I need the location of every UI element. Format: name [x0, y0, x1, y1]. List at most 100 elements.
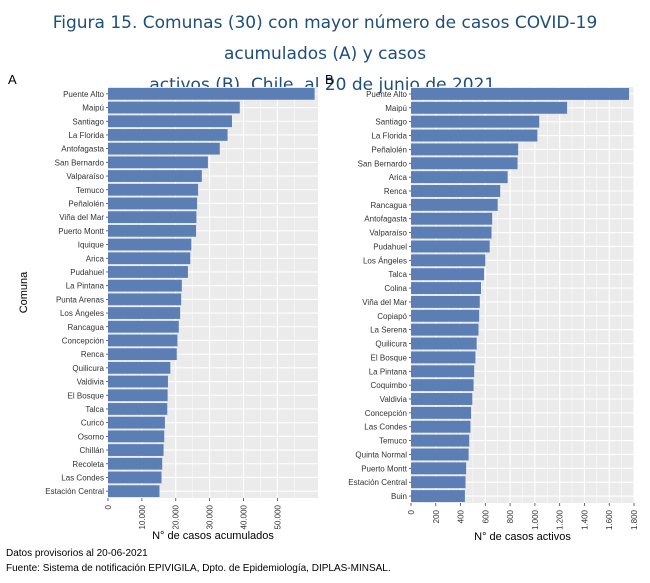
charts-canvas: A Puente Alto Maipú Santiago La Florida Antof…: [8, 72, 639, 543]
chart-b-category-label: Peñalolén: [371, 145, 407, 154]
chart-b-category-label: San Bernardo: [358, 159, 408, 168]
chart-b-bar: [411, 87, 630, 100]
chart-a-bar: [108, 156, 208, 169]
chart-b-bar: [411, 462, 467, 475]
chart-a-category-label: Maipú: [82, 104, 104, 113]
chart-b-bar: [411, 129, 538, 142]
chart-b-category-label: Santiago: [375, 118, 407, 127]
chart-a-category-label: Peñalolén: [68, 199, 104, 208]
chart-a-bar: [108, 238, 192, 251]
figure-title-line1: Figura 15. Comunas (30) con mayor número…: [52, 13, 598, 64]
chart-b-category-label: Quilicura: [375, 340, 407, 349]
chart-b-x-tick-label: 600: [481, 509, 490, 523]
chart-a-category-label: La Florida: [68, 131, 104, 140]
chart-b-bar: [411, 198, 498, 211]
chart-a-bar: [108, 129, 228, 141]
chart-b-category-label: Quinta Normal: [355, 450, 407, 459]
chart-a-category-label: Talca: [85, 405, 104, 414]
chart-a-bar: [108, 293, 182, 306]
chart-b-bar: [411, 323, 479, 336]
chart-a-category-label: Concepción: [62, 336, 104, 345]
chart-a-bar: [108, 403, 168, 415]
chart-b-x-tick-label: 400: [457, 509, 466, 523]
chart-b-category-label: El Bosque: [371, 353, 408, 362]
chart-a-bar: [108, 320, 179, 333]
chart-b-category-label: Rancagua: [371, 201, 408, 210]
chart-b-bar: [411, 337, 477, 350]
chart-a-category-label: Renca: [81, 350, 105, 359]
chart-b-category-label: Temuco: [379, 437, 408, 446]
chart-a-x-tick-label: 0: [104, 504, 113, 509]
chart-a-plot-background: [108, 87, 318, 498]
chart-a-bar: [108, 211, 197, 224]
chart-a-bar: [108, 485, 160, 498]
chart-b-x-tick-label: 1.600: [605, 509, 614, 530]
chart-b-bar: [411, 393, 473, 405]
chart-a-bar: [108, 115, 232, 128]
chart-a-category-label: La Pintana: [66, 282, 105, 291]
chart-b-bar: [411, 476, 466, 489]
chart-b-bar: [411, 268, 485, 281]
chart-b-category-label: Copiapó: [377, 312, 407, 321]
chart-a-bar: [108, 170, 202, 182]
chart-a-bar: [108, 87, 315, 100]
chart-b-category-label: Valdivia: [380, 395, 408, 404]
chart-b-category-label: Coquimbo: [371, 381, 408, 390]
chart-a-category-label: El Bosque: [68, 391, 105, 400]
chart-b-category-label: Viña del Mar: [362, 298, 407, 307]
chart-a-category-label: Las Condes: [61, 473, 104, 482]
chart-a-bar: [108, 348, 177, 361]
chart-a-category-label: Los Ángeles: [60, 309, 104, 318]
chart-a-bar: [108, 266, 188, 278]
chart-a-category-label: Rancagua: [68, 323, 105, 332]
chart-b-bar: [411, 157, 518, 170]
chart-b-category-label: Buin: [391, 492, 407, 501]
chart-b-category-label: Puerto Montt: [361, 464, 408, 473]
chart-a-category-label: Osorno: [78, 432, 105, 441]
chart-a-category-label: San Bernardo: [55, 158, 105, 167]
chart-a-category-label: Antofagasta: [61, 145, 104, 154]
chart-b-bar: [411, 212, 493, 225]
chart-a-category-label: Estación Central: [45, 487, 104, 496]
chart-b-bar: [411, 185, 501, 197]
footer-source: Fuente: Sistema de notificación EPIVIGIL…: [6, 563, 391, 574]
chart-a-x-tick-label: 10.000: [138, 504, 147, 529]
chart-b-category-label: Las Condes: [364, 423, 407, 432]
chart-b-category-label: La Florida: [371, 132, 407, 141]
chart-b-bar: [411, 226, 492, 239]
chart-b-x-tick-label: 0: [407, 509, 416, 514]
chart-b-bar: [411, 240, 490, 253]
chart-a-category-label: Puente Alto: [63, 90, 104, 99]
chart-b-bar: [411, 379, 474, 392]
chart-a-bar: [108, 224, 197, 237]
chart-a-bar: [108, 416, 165, 429]
chart-b-x-tick-label: 1.000: [531, 509, 540, 530]
chart-b-bar: [411, 351, 476, 364]
chart-b-category-label: Colina: [384, 284, 407, 293]
chart-a-bar: [108, 252, 191, 265]
chart-a-category-label: Arica: [86, 254, 105, 263]
chart-a-x-axis-title: N° de casos acumulados: [152, 530, 274, 542]
chart-b-category-label: Pudahuel: [373, 242, 407, 251]
chart-b-x-tick-label: 1.400: [580, 509, 589, 530]
chart-a-bar: [108, 361, 171, 374]
chart-a-category-label: Iquique: [78, 241, 105, 250]
footer-note: Datos provisorios al 20-06-2021: [6, 548, 148, 559]
chart-b-bar: [411, 101, 568, 114]
chart-b-category-label: Los Ángeles: [363, 256, 407, 265]
chart-b-category-label: La Pintana: [369, 367, 408, 376]
chart-b-bar: [411, 171, 508, 184]
chart-b-bar: [411, 254, 486, 267]
chart-a-category-label: Quilicura: [72, 364, 104, 373]
chart-a-y-axis-title: Comuna: [18, 271, 30, 313]
chart-a-category-label: Curicó: [81, 419, 105, 428]
chart-b-category-label: Valparaíso: [369, 229, 407, 238]
chart-a-category-label: Recoleta: [72, 460, 104, 469]
chart-a-category-label: Puerto Montt: [58, 227, 105, 236]
chart-b-category-label: Puente Alto: [366, 90, 407, 99]
chart-b-bar: [411, 490, 465, 503]
chart-b-x-tick-label: 1.800: [630, 509, 639, 530]
chart-b-bar: [411, 434, 470, 447]
chart-b-x-axis-title: N° de casos activos: [474, 531, 571, 543]
chart-b-bar: [411, 365, 475, 378]
